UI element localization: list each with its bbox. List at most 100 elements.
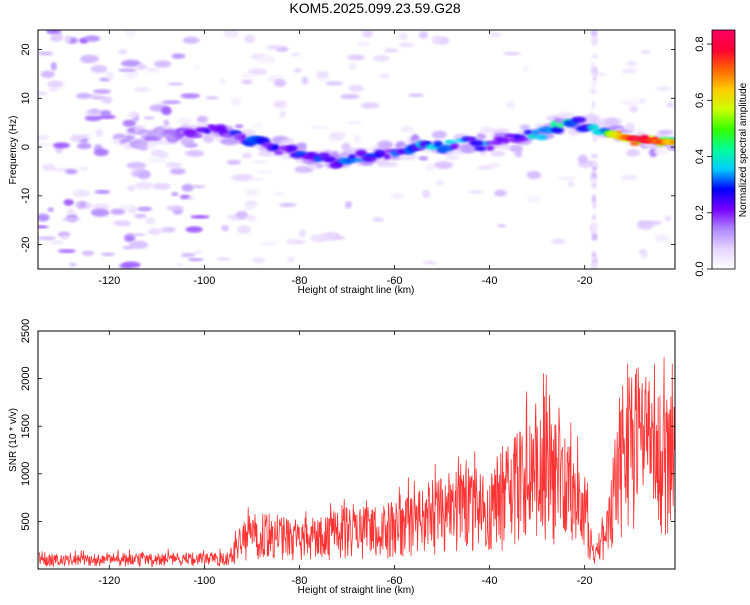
heatmap-cell bbox=[127, 185, 136, 192]
heatmap-cell bbox=[567, 181, 575, 188]
heatmap-cell bbox=[655, 86, 672, 92]
heatmap-cell bbox=[347, 54, 365, 61]
heatmap-cell bbox=[239, 133, 247, 142]
snr-x-tick-label: -40 bbox=[482, 575, 498, 587]
heatmap-cell bbox=[241, 79, 253, 85]
heatmap-cell bbox=[152, 182, 171, 190]
heatmap-cell bbox=[294, 165, 314, 173]
heatmap-cell bbox=[241, 152, 253, 159]
heatmap-cell bbox=[408, 93, 424, 98]
heatmap-cell bbox=[439, 144, 455, 152]
heatmap-cell bbox=[46, 30, 62, 35]
heatmap-cell bbox=[38, 143, 52, 146]
heatmap-cell bbox=[247, 68, 267, 76]
colorbar-gradient bbox=[711, 29, 736, 270]
heatmap-cell bbox=[626, 149, 640, 157]
spectrogram-y-label: Frequency (Hz) bbox=[8, 116, 19, 185]
heatmap-cell bbox=[346, 121, 363, 125]
heatmap-cell bbox=[434, 161, 454, 170]
heatmap-cell bbox=[137, 170, 151, 180]
heatmap-cell bbox=[418, 31, 429, 39]
heatmap-cell bbox=[591, 40, 598, 46]
heatmap-cell bbox=[252, 257, 265, 264]
heatmap-cell bbox=[557, 112, 576, 120]
heatmap-cell bbox=[479, 126, 494, 135]
heatmap-cell bbox=[356, 41, 370, 47]
heatmap-cell bbox=[379, 73, 390, 80]
heatmap-cell bbox=[93, 148, 109, 157]
heatmap-cell bbox=[47, 207, 54, 212]
heatmap-cell bbox=[235, 124, 244, 129]
heatmap-cell bbox=[194, 250, 203, 255]
heatmap-cell bbox=[592, 166, 597, 172]
heatmap-cell bbox=[491, 128, 511, 133]
heatmap-cell bbox=[519, 124, 531, 131]
heatmap-cell bbox=[431, 130, 447, 139]
heatmap-cell bbox=[190, 215, 210, 219]
heatmap-cell bbox=[180, 93, 201, 99]
heatmap-cell bbox=[122, 119, 136, 127]
heatmap-cell bbox=[523, 129, 533, 135]
heatmap-cell bbox=[591, 36, 598, 43]
heatmap-cell bbox=[477, 165, 495, 170]
heatmap-cell bbox=[121, 59, 141, 67]
heatmap-cell bbox=[526, 195, 541, 204]
heatmap-cell bbox=[169, 168, 186, 175]
heatmap-cell bbox=[194, 133, 203, 138]
heatmap-cell bbox=[121, 261, 141, 269]
heatmap-cell bbox=[48, 88, 58, 92]
heatmap-cell bbox=[145, 217, 156, 225]
heatmap-cell bbox=[535, 134, 548, 141]
heatmap-cell bbox=[621, 68, 638, 74]
heatmap-cell bbox=[340, 93, 360, 100]
heatmap-cell bbox=[586, 124, 600, 131]
heatmap-cell bbox=[182, 36, 200, 44]
heatmap-cell bbox=[90, 208, 110, 217]
snr-y-tick-label: 1000 bbox=[20, 462, 32, 486]
heatmap-cell bbox=[591, 214, 597, 221]
heatmap-cell bbox=[190, 185, 206, 189]
heatmap-cell bbox=[474, 145, 487, 152]
heatmap-cell bbox=[654, 148, 667, 155]
heatmap-cell bbox=[450, 143, 459, 150]
spectrogram-x-tick-label: -40 bbox=[482, 275, 498, 287]
snr-y-tick-label: 500 bbox=[20, 512, 32, 530]
heatmap-cell bbox=[180, 136, 195, 147]
heatmap-cell bbox=[176, 118, 193, 124]
heatmap-cell bbox=[572, 116, 586, 123]
heatmap-cell bbox=[349, 158, 364, 162]
heatmap-cell bbox=[577, 154, 588, 164]
heatmap-cell bbox=[83, 35, 101, 42]
heatmap-cell bbox=[551, 126, 564, 134]
heatmap-cell bbox=[138, 141, 149, 151]
heatmap-cell bbox=[272, 144, 280, 151]
heatmap-cell bbox=[196, 115, 208, 123]
heatmap-cell bbox=[494, 189, 507, 197]
heatmap-cell bbox=[526, 171, 542, 179]
heatmap-cell bbox=[161, 106, 172, 116]
heatmap-cell bbox=[248, 177, 265, 182]
heatmap-cell bbox=[278, 202, 297, 208]
heatmap-cell bbox=[118, 49, 128, 55]
spectrogram-x-tick-label: -80 bbox=[292, 275, 308, 287]
heatmap-cell bbox=[290, 52, 301, 57]
spectrogram-y-tick-label: -10 bbox=[20, 188, 32, 204]
heatmap-cell bbox=[398, 42, 414, 48]
heatmap-cell bbox=[591, 232, 598, 241]
heatmap-cell bbox=[445, 155, 460, 160]
colorbar-label: Normalized spectral amplitude bbox=[738, 82, 749, 217]
heatmap-cell bbox=[61, 217, 81, 222]
heatmap-cell bbox=[294, 67, 302, 73]
heatmap-cell bbox=[669, 139, 675, 145]
spectrogram-x-tick-label: -120 bbox=[98, 275, 120, 287]
spectrogram-y-ticks: 20 10 0 -10 -20 bbox=[20, 43, 675, 253]
heatmap-cell bbox=[274, 149, 284, 156]
heatmap-cell bbox=[383, 153, 390, 160]
heatmap-cell bbox=[134, 181, 154, 190]
heatmap-cell bbox=[591, 194, 597, 204]
heatmap-cell bbox=[591, 182, 597, 189]
heatmap-cell bbox=[94, 189, 111, 194]
heatmap-cell bbox=[286, 145, 298, 152]
heatmap-cell bbox=[147, 227, 162, 236]
